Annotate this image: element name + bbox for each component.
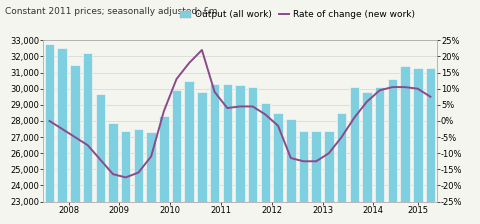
Bar	[426, 68, 435, 224]
Bar	[172, 90, 181, 224]
Text: Constant 2011 prices; seasonally adjusted; £m: Constant 2011 prices; seasonally adjuste…	[5, 7, 217, 16]
Bar	[413, 68, 422, 224]
Bar	[286, 119, 296, 224]
Bar	[223, 84, 232, 224]
Bar	[210, 84, 219, 224]
Bar	[349, 87, 359, 224]
Bar	[273, 113, 283, 224]
Bar	[337, 113, 347, 224]
Bar	[248, 87, 257, 224]
Bar	[121, 131, 131, 224]
Bar	[387, 79, 397, 224]
Bar	[133, 129, 143, 224]
Bar	[96, 94, 105, 224]
Bar	[83, 53, 92, 224]
Bar	[70, 65, 80, 224]
Bar	[235, 86, 245, 224]
Bar	[197, 92, 207, 224]
Bar	[58, 48, 67, 224]
Bar	[108, 123, 118, 224]
Bar	[312, 131, 321, 224]
Bar	[362, 92, 372, 224]
Bar	[45, 43, 54, 224]
Legend: Output (all work), Rate of change (new work): Output (all work), Rate of change (new w…	[177, 7, 419, 23]
Bar	[146, 132, 156, 224]
Bar	[375, 87, 384, 224]
Bar	[261, 103, 270, 224]
Bar	[299, 131, 308, 224]
Bar	[159, 116, 168, 224]
Bar	[400, 66, 410, 224]
Bar	[324, 131, 334, 224]
Bar	[184, 81, 194, 224]
